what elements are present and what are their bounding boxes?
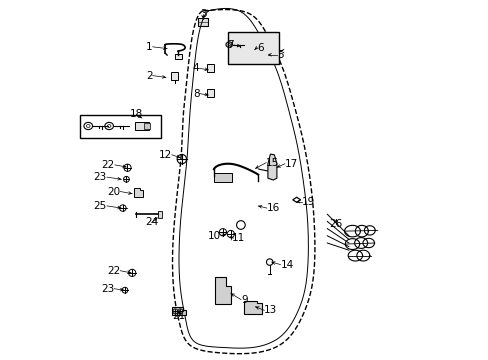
Polygon shape xyxy=(244,301,261,314)
Bar xyxy=(175,54,181,59)
Text: 18: 18 xyxy=(130,109,143,120)
Text: 2: 2 xyxy=(146,71,152,81)
Bar xyxy=(214,173,231,181)
Polygon shape xyxy=(215,277,230,304)
Text: 24: 24 xyxy=(145,217,158,228)
Bar xyxy=(80,115,161,138)
Bar xyxy=(197,18,208,26)
Text: 20: 20 xyxy=(107,186,120,197)
Text: 23: 23 xyxy=(94,172,107,182)
Text: 23: 23 xyxy=(101,284,114,294)
Text: 21: 21 xyxy=(172,311,185,321)
Text: 15: 15 xyxy=(265,158,279,168)
Text: 7: 7 xyxy=(226,40,233,50)
Text: 14: 14 xyxy=(280,260,293,270)
Bar xyxy=(228,32,278,64)
Text: 11: 11 xyxy=(231,233,244,243)
Text: 4: 4 xyxy=(192,63,199,73)
Text: 26: 26 xyxy=(329,219,342,229)
Text: 16: 16 xyxy=(266,203,280,213)
Polygon shape xyxy=(171,307,186,315)
Text: 22: 22 xyxy=(102,160,115,170)
Bar xyxy=(249,46,254,51)
Bar xyxy=(207,64,213,72)
Text: 17: 17 xyxy=(284,159,298,169)
Text: 19: 19 xyxy=(302,197,315,207)
Text: 12: 12 xyxy=(158,150,171,160)
Bar xyxy=(144,123,150,129)
Bar xyxy=(158,211,162,218)
Text: 3: 3 xyxy=(200,9,206,19)
Bar xyxy=(134,122,149,130)
Polygon shape xyxy=(133,188,142,197)
Text: 9: 9 xyxy=(241,294,247,305)
Text: 1: 1 xyxy=(146,42,152,52)
Bar xyxy=(207,89,213,97)
Bar xyxy=(244,55,251,60)
Text: 22: 22 xyxy=(107,266,120,276)
Text: 13: 13 xyxy=(264,305,277,315)
Text: 25: 25 xyxy=(94,201,107,211)
Text: 8: 8 xyxy=(192,89,199,99)
Bar xyxy=(171,72,178,80)
Polygon shape xyxy=(267,154,276,180)
Text: 10: 10 xyxy=(207,231,221,241)
Text: 5: 5 xyxy=(276,50,283,60)
Text: 6: 6 xyxy=(257,42,263,53)
Bar xyxy=(246,44,257,52)
